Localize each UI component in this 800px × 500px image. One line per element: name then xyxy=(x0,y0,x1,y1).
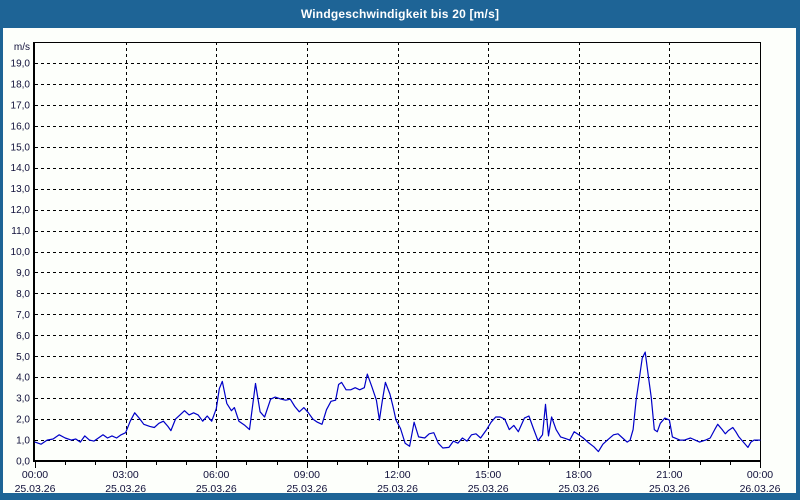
x-tick-time-label: 03:00 xyxy=(112,469,138,481)
window-titlebar: Windgeschwindigkeit bis 20 [m/s] xyxy=(0,0,800,28)
y-tick-label: 9,0 xyxy=(16,268,30,279)
data-series xyxy=(34,351,761,453)
y-tick-label: 13,0 xyxy=(11,184,31,195)
x-axis-labels: 00:00 25.03.26 03:00 25.03.26 06:00 25.03.26 0… xyxy=(15,469,781,495)
plot-background xyxy=(3,28,796,493)
x-tick-time-label: 00:00 xyxy=(22,469,48,481)
x-tick-time-label: 09:00 xyxy=(294,469,320,481)
x-tick-time-label: 00:00 xyxy=(747,469,773,481)
y-axis-labels: 0,0 1,0 2,0 3,0 4,0 5,0 6,0 7,0 8,0 9,0 10,0 11,0 12… xyxy=(11,42,31,468)
x-tick-date-label: 25.03.26 xyxy=(196,483,237,495)
x-tick-date-label: 25.03.26 xyxy=(105,483,146,495)
y-tick-label: 5,0 xyxy=(16,352,30,363)
x-tick-date-label: 26.03.26 xyxy=(740,483,781,495)
x-tick-time-label: 15:00 xyxy=(475,469,501,481)
x-tick-date-label: 25.03.26 xyxy=(558,483,599,495)
x-axis-ticks xyxy=(35,462,761,468)
gridlines xyxy=(35,42,760,461)
y-tick-label: 17,0 xyxy=(11,100,31,111)
x-tick-date-label: 25.03.26 xyxy=(649,483,690,495)
y-tick-label: 15,0 xyxy=(11,142,31,153)
x-tick-date-label: 25.03.26 xyxy=(468,483,509,495)
x-tick-time-label: 12:00 xyxy=(384,469,410,481)
y-tick-label: 10,0 xyxy=(11,247,31,258)
y-tick-label: 14,0 xyxy=(11,163,31,174)
y-tick-label: 7,0 xyxy=(16,310,30,321)
window-title: Windgeschwindigkeit bis 20 [m/s] xyxy=(300,7,500,21)
x-tick-time-label: 18:00 xyxy=(566,469,592,481)
x-tick-date-label: 25.03.26 xyxy=(377,483,418,495)
y-tick-label: 0,0 xyxy=(16,457,30,468)
axes xyxy=(33,42,761,462)
y-tick-label: 19,0 xyxy=(11,58,31,69)
y-tick-label: 12,0 xyxy=(11,205,31,216)
y-tick-label: 8,0 xyxy=(16,289,30,300)
y-tick-label: 3,0 xyxy=(16,394,30,405)
y-tick-label: 2,0 xyxy=(16,415,30,426)
wind-speed-line xyxy=(34,351,761,453)
x-tick-date-label: 25.03.26 xyxy=(15,483,56,495)
x-tick-time-label: 06:00 xyxy=(203,469,229,481)
x-tick-date-label: 25.03.26 xyxy=(286,483,327,495)
y-axis-unit-label: m/s xyxy=(14,42,30,53)
y-tick-label: 11,0 xyxy=(11,226,30,237)
x-tick-time-label: 21:00 xyxy=(656,469,682,481)
y-tick-label: 6,0 xyxy=(16,331,30,342)
y-tick-label: 18,0 xyxy=(11,79,31,90)
y-tick-label: 4,0 xyxy=(16,373,30,384)
y-tick-label: 16,0 xyxy=(11,121,31,132)
y-tick-label: 1,0 xyxy=(16,436,30,447)
